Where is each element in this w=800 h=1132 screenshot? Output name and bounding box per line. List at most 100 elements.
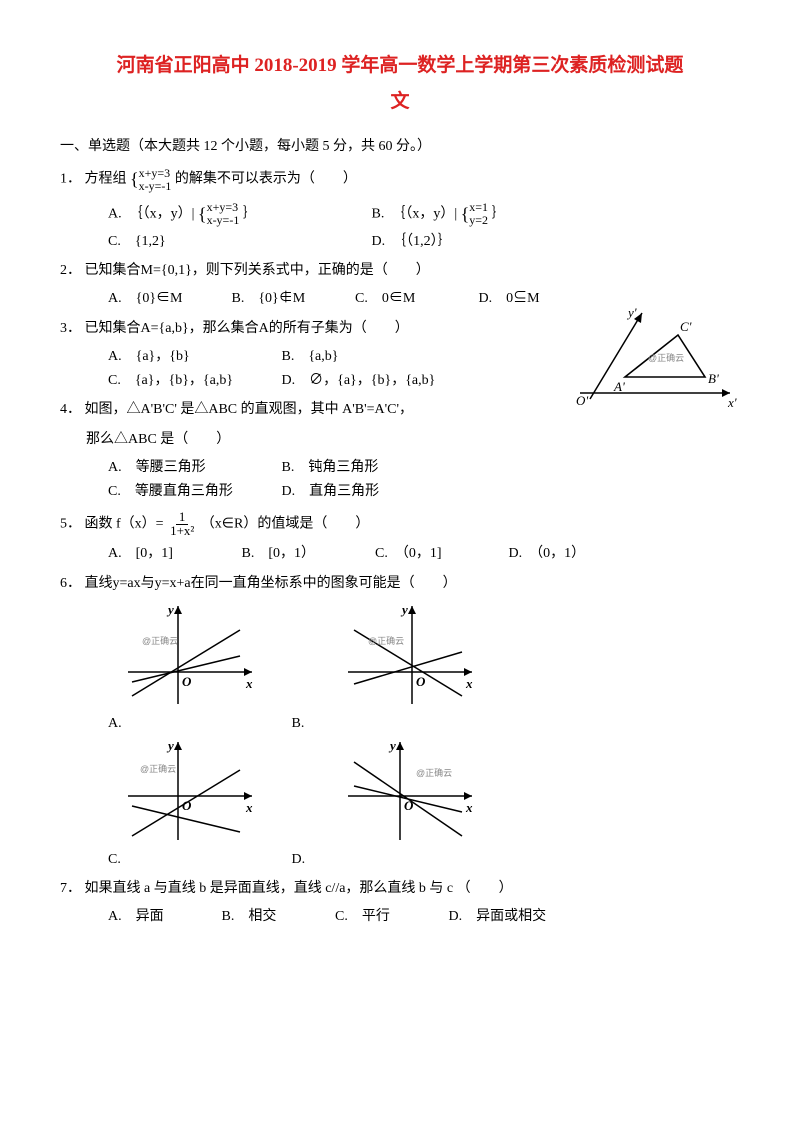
q6-graphs-row2: y x O @正确云 y x O @正确云 <box>120 736 740 846</box>
q3-stem: 已知集合A={a,b}，那么集合A的所有子集为（ ） <box>85 321 409 336</box>
q1-tail: 的解集不可以表示为（ ） <box>175 172 357 187</box>
q7-stem: 如果直线 a 与直线 b 是异面直线，直线 c//a，那么直线 b 与 c （ … <box>85 881 513 896</box>
section-1-heading: 一、单选题（本大题共 12 个小题，每小题 5 分，共 60 分。） <box>60 135 740 159</box>
axis-x-label: x <box>245 800 253 815</box>
exam-title-line2: 文 <box>60 86 740 118</box>
fig-b-label: B' <box>708 371 719 386</box>
q6-graph-b: y x O @正确云 <box>340 600 480 710</box>
q3-opt-c: C. {a}，{b}，{a,b} <box>108 369 268 393</box>
q1-opt-c: C. {1,2} <box>108 230 368 254</box>
q7-number: 7． <box>60 881 81 896</box>
q3-opt-d: D. ∅，{a}，{b}，{a,b} <box>282 369 442 393</box>
q6-labels-row1: A. B. <box>108 712 740 736</box>
q4-stem1: 如图，△A'B'C' 是△ABC 的直观图，其中 A'B'=A'C'， <box>85 402 414 417</box>
fraction: 1 1+x² <box>167 510 197 539</box>
q2-opt-a: A. {0}∈M <box>108 287 218 311</box>
axis-y-label: y <box>166 602 174 617</box>
q1-opt-a-pre: A. ｛（x，y）| <box>108 207 194 222</box>
q5-opt-b: B. [0，1） <box>242 542 362 566</box>
watermark: @正确云 <box>368 635 404 646</box>
q5-opt-c: C. （0，1] <box>375 542 495 566</box>
brace-icon: { <box>461 199 470 230</box>
q4-opt-a: A. 等腰三角形 <box>108 456 268 480</box>
frac-den: 1+x² <box>167 523 197 538</box>
q7-opt-a: A. 异面 <box>108 905 208 929</box>
q2-opt-d: D. 0⊆M <box>479 287 589 311</box>
brace-icon: { <box>198 199 207 230</box>
q7-opt-b: B. 相交 <box>222 905 322 929</box>
q6-stem: 直线y=ax与y=x+a在同一直角坐标系中的图象可能是（ ） <box>85 576 457 591</box>
q6-opt-a: A. <box>108 712 288 736</box>
q5-number: 5． <box>60 516 81 531</box>
q6-labels-row2: C. D. <box>108 848 740 872</box>
question-5: 5． 函数 f（x）= 1 1+x² （x∈R）的值域是（ ） <box>60 510 740 539</box>
q4-opt-c: C. 等腰直角三角形 <box>108 480 268 504</box>
q6-graph-d: y x O @正确云 <box>340 736 480 846</box>
q6-opt-b: B. <box>292 716 305 731</box>
q7-options: A. 异面 B. 相交 C. 平行 D. 异面或相交 <box>108 905 740 929</box>
q3-opt-b: B. {a,b} <box>282 345 442 369</box>
origin-label: O <box>182 674 192 689</box>
q4-stem2: 那么△ABC 是（ ） <box>86 432 230 447</box>
q5-options: A. [0，1] B. [0，1） C. （0，1] D. （0，1） <box>108 542 740 566</box>
q1-a-e1: x+y=3 <box>207 200 239 214</box>
q6-opt-d: D. <box>292 852 306 867</box>
axis-x-label: x <box>465 676 473 691</box>
q6-graph-c: y x O @正确云 <box>120 736 260 846</box>
question-4: 4． 如图，△A'B'C' 是△ABC 的直观图，其中 A'B'=A'C'， <box>60 398 740 422</box>
q6-graph-a: y x O @正确云 <box>120 600 260 710</box>
q2-stem: 已知集合M={0,1}，则下列关系式中，正确的是（ ） <box>85 263 430 278</box>
q4-number: 4． <box>60 402 81 417</box>
q4-options-row2: C. 等腰直角三角形 D. 直角三角形 <box>108 480 740 504</box>
question-6: 6． 直线y=ax与y=x+a在同一直角坐标系中的图象可能是（ ） <box>60 572 740 596</box>
watermark: @正确云 <box>142 635 178 646</box>
question-3: 3． 已知集合A={a,b}，那么集合A的所有子集为（ ） <box>60 317 740 341</box>
fig-a-label: A' <box>613 379 625 394</box>
q5-opt-a: A. [0，1] <box>108 542 228 566</box>
axis-x-label: x <box>465 800 473 815</box>
q3-number: 3． <box>60 321 81 336</box>
q4-stem2-line: 那么△ABC 是（ ） <box>86 428 740 452</box>
q2-opt-c: C. 0∈M <box>355 287 465 311</box>
q6-graphs-row1: y x O @正确云 y x O @正确云 <box>120 600 740 710</box>
question-1: 1． 方程组 {x+y=3x-y=-1 的解集不可以表示为（ ） <box>60 164 740 195</box>
q5-stem-a: 函数 f（x）= <box>85 516 168 531</box>
axis-y-label: y <box>166 738 174 753</box>
q4-options-row1: A. 等腰三角形 B. 钝角三角形 <box>108 456 740 480</box>
q1-b-e2: y=2 <box>469 213 488 227</box>
question-7: 7． 如果直线 a 与直线 b 是异面直线，直线 c//a，那么直线 b 与 c… <box>60 877 740 901</box>
q1-opt-b-pre: B. ｛（x，y）| <box>372 207 458 222</box>
q1-eq1: x+y=3 <box>139 166 171 180</box>
axis-y-label: y <box>400 602 408 617</box>
q7-opt-d: D. 异面或相交 <box>449 905 589 929</box>
q1-opt-d: D. ｛（1,2）｝ <box>372 230 632 254</box>
axis-x-label: x <box>245 676 253 691</box>
q6-number: 6． <box>60 576 81 591</box>
origin-label: O <box>416 674 426 689</box>
q5-stem-b: （x∈R）的值域是（ ） <box>201 516 370 531</box>
watermark: @正确云 <box>648 352 684 363</box>
q7-opt-c: C. 平行 <box>335 905 435 929</box>
origin-label: O <box>182 798 192 813</box>
brace-icon: { <box>130 164 139 195</box>
watermark: @正确云 <box>140 763 176 774</box>
q2-opt-b: B. {0}∉M <box>232 287 342 311</box>
q6-opt-c: C. <box>108 848 288 872</box>
origin-label: O <box>404 798 414 813</box>
q1-a-e2: x-y=-1 <box>207 213 240 227</box>
q1-number: 1． <box>60 172 81 187</box>
q1-options-row2: C. {1,2} D. ｛（1,2）｝ <box>108 230 740 254</box>
q3-opt-a: A. {a}，{b} <box>108 345 268 369</box>
q1-opt-b-tail: ｝ <box>492 207 506 222</box>
q1-stem: 方程组 <box>85 172 127 187</box>
q1-options-row1: A. ｛（x，y）| {x+y=3x-y=-1 ｝ B. ｛（x，y）| {x=… <box>108 199 740 230</box>
q1-opt-a-tail: ｝ <box>243 207 257 222</box>
exam-title-line1: 河南省正阳高中 2018-2019 学年高一数学上学期第三次素质检测试题 <box>60 50 740 82</box>
q4-opt-b: B. 钝角三角形 <box>282 456 442 480</box>
watermark: @正确云 <box>416 767 452 778</box>
axis-y-label: y <box>388 738 396 753</box>
q1-b-e1: x=1 <box>469 200 488 214</box>
q4-opt-d: D. 直角三角形 <box>282 480 442 504</box>
question-2: 2． 已知集合M={0,1}，则下列关系式中，正确的是（ ） <box>60 259 740 283</box>
q1-eq2: x-y=-1 <box>139 179 172 193</box>
